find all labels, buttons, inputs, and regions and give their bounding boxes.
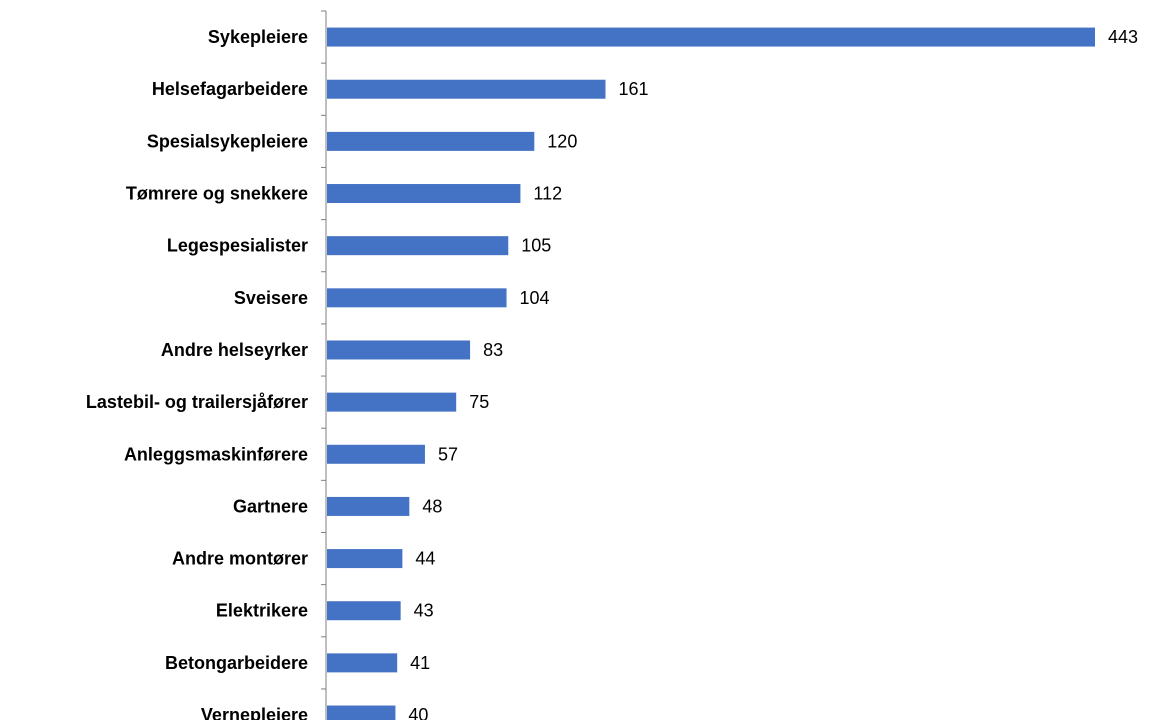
bar (327, 27, 1095, 47)
bar (327, 601, 401, 621)
category-label: Andre montører (172, 549, 308, 569)
category-label: Vernepleiere (201, 705, 308, 720)
data-label: 44 (415, 549, 435, 569)
category-labels: Sykepleiere Helsefagarbeidere Spesialsykep… (86, 27, 308, 725)
data-label: 48 (422, 496, 442, 516)
data-label: 120 (547, 131, 577, 151)
data-label: 41 (410, 653, 430, 673)
bar (327, 705, 396, 725)
bar (327, 496, 410, 516)
category-label: Sykepleiere (208, 27, 308, 47)
category-label: Helsefagarbeidere (152, 79, 308, 99)
category-label: Sveisere (234, 288, 308, 308)
data-label: 161 (618, 79, 648, 99)
bar (327, 549, 403, 569)
category-label: Betongarbeidere (165, 653, 308, 673)
data-label: 443 (1108, 27, 1138, 47)
category-label: Andre helseyrker (161, 340, 308, 360)
bar (327, 340, 471, 360)
bar (327, 392, 457, 412)
data-label: 83 (483, 340, 503, 360)
category-label: Legespesialister (167, 236, 308, 256)
category-label: Lastebil- og trailersjåfører (86, 392, 308, 412)
data-label: 112 (533, 184, 562, 204)
category-label: Spesialsykepleiere (147, 131, 308, 151)
bar (327, 653, 398, 673)
bar (327, 444, 425, 464)
data-labels: 443 161 120 112 105 104 83 75 57 48 44 43 41 40 (408, 27, 1138, 725)
category-label: Elektrikere (216, 601, 308, 621)
bars-layer (327, 27, 1095, 725)
bar (327, 131, 535, 151)
bar (327, 236, 509, 256)
bar (327, 288, 507, 308)
data-label: 40 (408, 705, 428, 720)
data-label: 57 (438, 444, 458, 464)
data-label: 43 (414, 601, 434, 621)
bar (327, 184, 521, 204)
bar (327, 79, 606, 99)
category-label: Tømrere og snekkere (126, 184, 308, 204)
data-label: 75 (469, 392, 489, 412)
category-axis (321, 10, 327, 725)
category-label: Gartnere (233, 496, 308, 516)
category-label: Anleggsmaskinførere (124, 444, 308, 464)
data-label: 105 (521, 236, 551, 256)
data-label: 104 (520, 288, 550, 308)
